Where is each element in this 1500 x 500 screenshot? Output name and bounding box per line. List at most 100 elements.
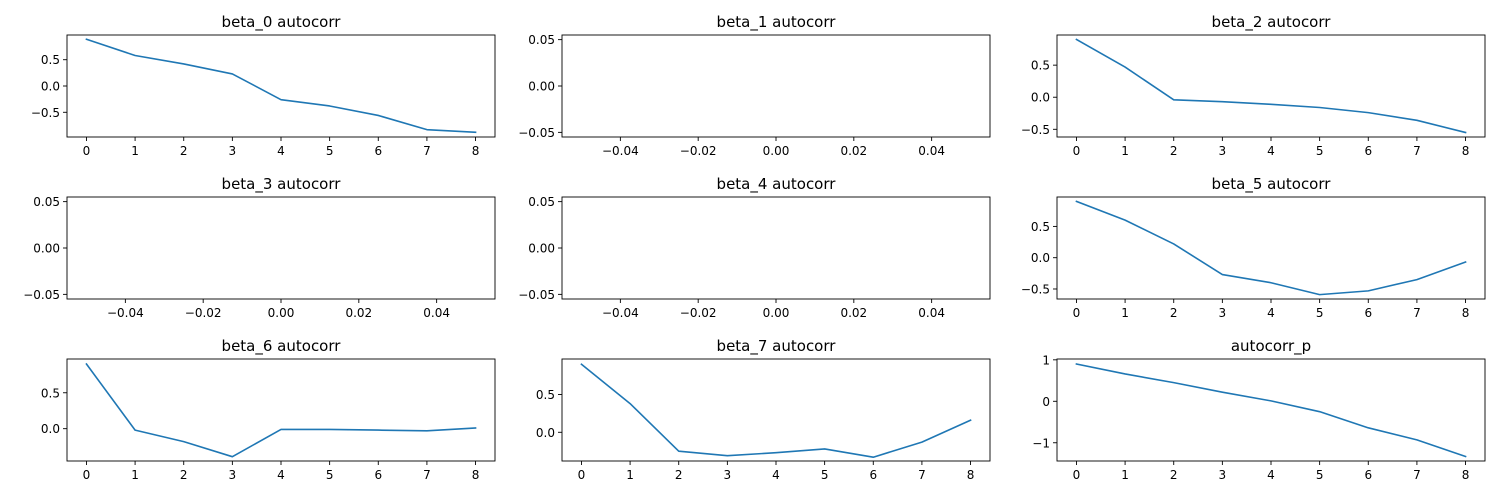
x-tick-label: 3: [229, 468, 237, 482]
x-tick-label: 4: [1267, 468, 1275, 482]
x-tick-label: 1: [1121, 306, 1129, 320]
y-tick-label: 0.05: [528, 33, 555, 47]
x-tick-label: 1: [1121, 144, 1129, 158]
y-tick-label: 0.5: [1031, 220, 1050, 234]
subplot-1: beta_1 autocorr −0.04 −0.02 0.00 0.02 0.04 0.0…: [518, 13, 991, 158]
y-tick-label: 0.0: [1031, 251, 1050, 265]
y-tick-label: −0.05: [23, 288, 60, 302]
x-tick-label: 6: [869, 468, 877, 482]
y-tick-label: 0.5: [41, 386, 60, 400]
x-tick-label: 3: [229, 144, 237, 158]
axes-frame: [66, 196, 496, 300]
subplot-title: beta_2 autocorr: [1212, 13, 1332, 32]
x-tick-label: 1: [626, 468, 634, 482]
subplot-6: beta_6 autocorr 0 1 2 3 4 5 6 7 8 0.5 0.0: [41, 337, 496, 482]
x-tick-label: 1: [131, 468, 139, 482]
x-tick-label: 7: [423, 468, 431, 482]
x-tick-label: −0.04: [602, 144, 639, 158]
x-tick-label: 0: [83, 144, 91, 158]
x-tick-label: 4: [1267, 306, 1275, 320]
x-tick-label: 6: [1364, 144, 1372, 158]
axes-frame: [66, 358, 496, 462]
subplot-5: beta_5 autocorr 0 1 2 3 4 5 6 7 8 0.5 0.0 −0.5: [1021, 175, 1486, 320]
axes-frame: [1056, 358, 1486, 462]
y-tick-label: 0.0: [41, 80, 60, 94]
subplot-title: beta_3 autocorr: [222, 175, 342, 194]
x-tick-label: 0.02: [840, 144, 867, 158]
subplot-title: autocorr_p: [1231, 337, 1311, 356]
subplot-title: beta_7 autocorr: [717, 337, 837, 356]
x-tick-label: 8: [1462, 306, 1470, 320]
y-tick-label: −1: [1032, 436, 1050, 450]
y-tick-label: 0: [1042, 395, 1050, 409]
y-tick-label: 1: [1042, 353, 1050, 367]
x-tick-label: 3: [1219, 306, 1227, 320]
x-tick-label: −0.04: [602, 306, 639, 320]
y-tick-label: 0.05: [33, 195, 60, 209]
y-tick-label: 0.05: [528, 195, 555, 209]
x-tick-label: 0.04: [918, 306, 945, 320]
y-tick-label: 0.0: [1031, 91, 1050, 105]
axes-frame: [561, 34, 991, 138]
y-tick-label: 0.0: [536, 426, 555, 440]
x-tick-label: 5: [821, 468, 829, 482]
x-tick-label: 7: [423, 144, 431, 158]
y-tick-label: 0.0: [41, 422, 60, 436]
series-line: [1075, 38, 1467, 134]
x-tick-label: 0.04: [423, 306, 450, 320]
y-tick-label: −0.05: [518, 126, 555, 140]
x-tick-label: 5: [1316, 468, 1324, 482]
subplot-8: autocorr_p 0 1 2 3 4 5 6 7 8 1 0 −1: [1032, 337, 1486, 482]
y-tick-label: 0.00: [33, 242, 60, 256]
subplot-title: beta_1 autocorr: [717, 13, 837, 32]
subplot-title: beta_5 autocorr: [1212, 175, 1332, 194]
x-tick-label: −0.02: [680, 144, 717, 158]
subplot-title: beta_0 autocorr: [222, 13, 342, 32]
axes-frame: [561, 196, 991, 300]
series-line: [1075, 363, 1467, 458]
x-tick-label: 0.02: [840, 306, 867, 320]
x-tick-label: −0.04: [107, 306, 144, 320]
series-line: [85, 38, 477, 134]
subplot-2: beta_2 autocorr 0 1 2 3 4 5 6 7 8 0.5 0.0 −0.5: [1021, 13, 1486, 158]
series-line: [580, 363, 972, 459]
x-tick-label: 0.00: [763, 144, 790, 158]
subplot-7: beta_7 autocorr 0 1 2 3 4 5 6 7 8 0.5 0.0: [536, 337, 991, 482]
x-tick-label: 2: [180, 144, 188, 158]
x-tick-label: 0: [1073, 306, 1081, 320]
subplot-3: beta_3 autocorr −0.04 −0.02 0.00 0.02 0.04 0.0…: [23, 175, 496, 320]
x-tick-label: 8: [1462, 144, 1470, 158]
x-tick-label: 3: [1219, 144, 1227, 158]
y-tick-label: 0.00: [528, 242, 555, 256]
x-tick-label: 0: [83, 468, 91, 482]
series-line: [1075, 200, 1467, 296]
axes-frame: [1056, 196, 1486, 300]
x-tick-label: 6: [374, 144, 382, 158]
series-line: [85, 362, 477, 458]
subplot-title: beta_6 autocorr: [222, 337, 342, 356]
subplot-4: beta_4 autocorr −0.04 −0.02 0.00 0.02 0.04 0.0…: [518, 175, 991, 320]
x-tick-label: 5: [326, 468, 334, 482]
x-tick-label: 7: [918, 468, 926, 482]
axes-frame: [561, 358, 991, 462]
y-tick-label: 0.5: [536, 388, 555, 402]
x-tick-label: 2: [1170, 144, 1178, 158]
x-tick-label: 1: [1121, 468, 1129, 482]
x-tick-label: 5: [326, 144, 334, 158]
y-tick-label: 0.5: [1031, 59, 1050, 73]
x-tick-label: 0.02: [345, 306, 372, 320]
x-tick-label: 7: [1413, 306, 1421, 320]
y-tick-label: −0.05: [518, 288, 555, 302]
subplot-0: beta_0 autocorr 0 1 2 3 4 5 6 7 8 0.5 0.0 −0.5: [31, 13, 496, 158]
x-tick-label: 7: [1413, 144, 1421, 158]
x-tick-label: 8: [472, 144, 480, 158]
x-tick-label: 3: [1219, 468, 1227, 482]
x-tick-label: 0: [1073, 468, 1081, 482]
x-tick-label: 2: [1170, 468, 1178, 482]
x-tick-label: 4: [1267, 144, 1275, 158]
x-tick-label: 4: [772, 468, 780, 482]
x-tick-label: 2: [1170, 306, 1178, 320]
x-tick-label: 4: [277, 468, 285, 482]
x-tick-label: 3: [724, 468, 732, 482]
x-tick-label: 8: [967, 468, 975, 482]
